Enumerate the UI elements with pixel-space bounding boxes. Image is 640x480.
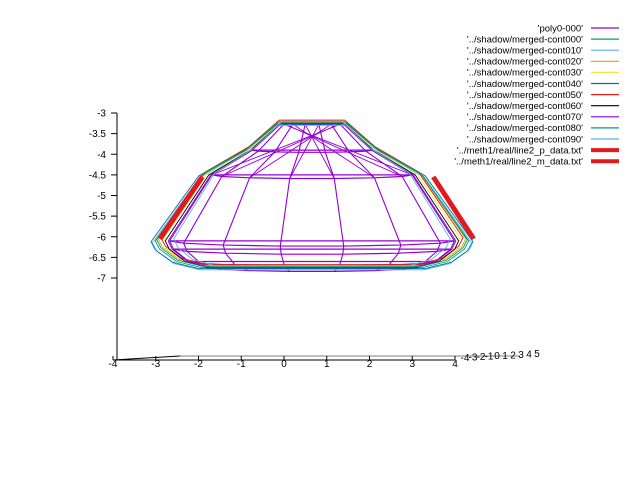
mesh-spoke bbox=[183, 123, 285, 270]
x-tick-label: 3 bbox=[409, 359, 415, 370]
z-tick-label: -7 bbox=[97, 274, 106, 285]
legend-label: 'poly0-000' bbox=[538, 23, 584, 34]
y-tick-label: 5 bbox=[534, 349, 540, 360]
legend-label: '../shadow/merged-cont000' bbox=[467, 34, 583, 45]
legend-label: '../meth1/real/line2_p_data.txt' bbox=[457, 145, 583, 156]
y-axis-line bbox=[112, 355, 181, 361]
z-tick-label: -6.5 bbox=[89, 253, 107, 264]
legend-label: '../shadow/merged-cont010' bbox=[467, 46, 583, 57]
mesh-ring bbox=[211, 174, 413, 180]
legend-label: '../shadow/merged-cont030' bbox=[467, 68, 583, 79]
x-tick-label: 2 bbox=[367, 359, 373, 370]
legend-label: '../shadow/merged-cont050' bbox=[467, 90, 583, 101]
mesh-ring bbox=[252, 149, 372, 153]
mesh-spoke bbox=[222, 123, 294, 272]
x-tick-label: -2 bbox=[194, 359, 203, 370]
z-tick-label: -6 bbox=[97, 232, 106, 243]
series-poly0-mesh bbox=[168, 122, 456, 272]
contour-line bbox=[150, 123, 474, 269]
series-contour-6 bbox=[160, 119, 464, 265]
legend-label: '../shadow/merged-cont040' bbox=[467, 79, 583, 90]
z-tick-label: -4 bbox=[97, 150, 106, 161]
x-tick-label: 1 bbox=[324, 359, 330, 370]
series-contour-5 bbox=[150, 123, 474, 269]
series-thick-11 bbox=[157, 175, 205, 241]
legend-label: '../shadow/merged-cont020' bbox=[467, 57, 583, 68]
x-tick-label: 4 bbox=[452, 359, 458, 370]
contour-line bbox=[164, 122, 460, 269]
series-contour-9 bbox=[156, 121, 468, 267]
series-layer bbox=[150, 119, 476, 272]
x-tick-label: 0 bbox=[281, 359, 287, 370]
z-tick-label: -3 bbox=[97, 109, 106, 120]
mesh-diagonal bbox=[284, 123, 403, 177]
mesh-diagonal bbox=[304, 124, 335, 179]
legend-label: '../shadow/merged-cont090' bbox=[467, 134, 583, 145]
y-tick-label: -3 bbox=[469, 353, 478, 364]
series-thick-12 bbox=[431, 175, 476, 241]
legend-label: '../shadow/merged-cont070' bbox=[467, 112, 583, 123]
mesh-diagonal bbox=[211, 122, 343, 176]
y-tick-label: -4 bbox=[461, 353, 470, 364]
legend: 'poly0-000''../shadow/merged-cont000''..… bbox=[454, 23, 619, 168]
y-tick-label: 1 bbox=[502, 351, 508, 362]
mesh-ring bbox=[173, 248, 451, 255]
mesh-ring bbox=[169, 240, 455, 247]
contour-line bbox=[161, 122, 463, 268]
contour-line bbox=[160, 119, 464, 265]
y-tick-label: 2 bbox=[510, 350, 516, 361]
series-contour-4 bbox=[161, 122, 463, 268]
contour-line bbox=[173, 120, 451, 267]
mesh-spoke bbox=[339, 123, 441, 270]
contour-line bbox=[151, 124, 473, 271]
z-tick-label: -5 bbox=[97, 191, 106, 202]
series-contour-2 bbox=[151, 124, 473, 271]
series-contour-10 bbox=[173, 120, 451, 267]
mesh-diagonal bbox=[292, 123, 375, 179]
y-tick-label: 3 bbox=[518, 350, 524, 361]
y-tick-label: -2 bbox=[477, 352, 486, 363]
x-tick-label: -1 bbox=[237, 359, 246, 370]
legend-label: '../shadow/merged-cont080' bbox=[467, 123, 583, 134]
x-tick-label: -4 bbox=[109, 359, 118, 370]
x-tick-label: -3 bbox=[151, 359, 160, 370]
mesh-spoke bbox=[330, 123, 402, 272]
contour-line bbox=[156, 121, 468, 267]
z-tick-label: -3.5 bbox=[89, 129, 107, 140]
mesh-diagonal bbox=[289, 124, 320, 179]
series-contour-7 bbox=[164, 122, 460, 269]
z-tick-label: -5.5 bbox=[89, 212, 107, 223]
legend-label: '../meth1/real/line2_m_data.txt' bbox=[454, 157, 583, 168]
axis-ticks: -3-3.5-4-4.5-5-5.5-6-6.5-7-4 -3 -2 -1 0 1 2 3 4-… bbox=[89, 109, 540, 371]
z-tick-label: -4.5 bbox=[89, 170, 107, 181]
y-tick-label: -1 bbox=[485, 352, 494, 363]
legend-label: '../shadow/merged-cont060' bbox=[467, 101, 583, 112]
y-tick-label: 4 bbox=[526, 349, 532, 360]
y-tick-label: 0 bbox=[494, 351, 500, 362]
